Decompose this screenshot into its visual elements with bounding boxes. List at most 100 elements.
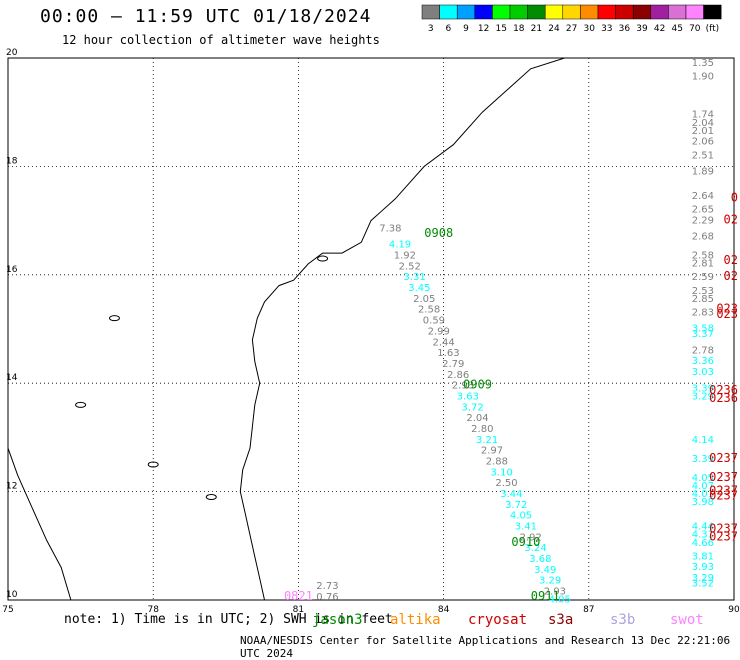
wave-height-value: 3.03 xyxy=(692,367,714,378)
color-swatch-label: 18 xyxy=(513,24,525,34)
orbit-label: 0821 xyxy=(284,589,313,603)
color-swatch-label: 45 xyxy=(671,24,682,34)
color-swatch-label: 6 xyxy=(446,24,452,34)
orbit-label-cryosat: 0237 xyxy=(709,489,738,503)
wave-height-value: 2.59 xyxy=(692,272,714,283)
island-outline xyxy=(108,315,120,322)
color-swatch-label: 24 xyxy=(548,24,560,34)
wave-height-value: 3.81 xyxy=(692,551,714,562)
island-outline xyxy=(205,494,217,501)
wave-height-value: 4.01 xyxy=(692,489,714,500)
orbit-label-cryosat: 0237 xyxy=(709,470,738,484)
wave-height-value: 3.29 xyxy=(692,391,714,402)
wave-height-value: 2.06 xyxy=(692,137,714,148)
color-swatch-label: 27 xyxy=(566,24,577,34)
wave-height-value: 2.04 xyxy=(692,118,714,129)
legend-item-cryosat: cryosat xyxy=(468,612,528,628)
wave-height-value: 2.52 xyxy=(399,261,421,272)
wave-height-value: 3.58 xyxy=(692,324,714,335)
color-swatch-label: 9 xyxy=(463,24,469,34)
color-swatch-label: 36 xyxy=(619,24,631,34)
wave-height-value: 2.99 xyxy=(428,326,450,337)
wave-height-value: 0.59 xyxy=(423,316,445,327)
color-swatch-label: 30 xyxy=(583,24,595,34)
wave-height-value: 4.07 xyxy=(692,481,714,492)
wave-height-value: 0.76 xyxy=(316,592,338,603)
color-swatch-label: 39 xyxy=(636,24,648,34)
lat-tick-label: 16 xyxy=(6,265,18,275)
orbit-label-cryosat: 02 xyxy=(724,212,738,226)
orbit-label-cryosat: 0237 xyxy=(709,451,738,465)
credit-line: NOAA/NESDIS Center for Satellite Applica… xyxy=(240,634,731,660)
orbit-label: 0908 xyxy=(424,226,453,240)
wave-height-value: 3.68 xyxy=(529,554,551,565)
wave-height-value: 2.65 xyxy=(692,204,714,215)
wave-height-value: 1.89 xyxy=(692,167,714,178)
wave-height-value: 3.45 xyxy=(408,283,430,294)
wave-height-value: 3.98 xyxy=(692,497,714,508)
wave-height-value: 2.50 xyxy=(495,478,517,489)
wave-height-value: 3.21 xyxy=(476,435,498,446)
orbit-label: 0911 xyxy=(531,589,560,603)
wave-height-value: 4.44 xyxy=(692,522,714,533)
wave-height-value: 3.37 xyxy=(692,329,714,340)
page-title: 00:00 – 11:59 UTC 01/18/2024 xyxy=(40,6,372,27)
color-swatch-label: 42 xyxy=(654,24,665,34)
wave-height-value: 3.44 xyxy=(500,489,522,500)
wave-height-value: 3.10 xyxy=(491,467,513,478)
wave-height-value: 2.85 xyxy=(692,294,714,305)
page-subtitle: 12 hour collection of altimeter wave hei… xyxy=(62,33,380,47)
wave-height-value: 4.05 xyxy=(549,595,571,606)
wave-height-value: 3.41 xyxy=(515,522,537,533)
orbit-label-cryosat: 0236 xyxy=(709,383,738,397)
color-swatch-label: 21 xyxy=(531,24,542,34)
lon-tick-label: 75 xyxy=(2,605,13,615)
color-swatch-label: 70 xyxy=(689,24,701,34)
wave-height-value: 3.93 xyxy=(692,562,714,573)
orbit-label-cryosat: 023 xyxy=(716,302,738,316)
wave-height-value: 2.83 xyxy=(692,307,714,318)
wave-height-value: 2.58 xyxy=(418,305,440,316)
wave-height-value: 2.68 xyxy=(692,232,714,243)
wave-height-value: 4.31 xyxy=(692,530,714,541)
wave-height-value: 2.73 xyxy=(316,581,338,592)
wave-height-value: 2.58 xyxy=(692,251,714,262)
color-scale-bar: 3 6 9 12 15 18 21 24 27 30 33 36 39 42 45 70 (ft) xyxy=(421,4,722,34)
legend-item-s3a: s3a xyxy=(548,612,574,628)
wave-height-value: 4.66 xyxy=(692,538,714,549)
wave-height-value: 2.53 xyxy=(692,286,714,297)
orbit-label: 0910 xyxy=(511,535,540,549)
wave-height-value: 2.44 xyxy=(432,337,454,348)
wave-height-value: 7.38 xyxy=(379,223,401,234)
color-swatch-label: 15 xyxy=(495,24,506,34)
wave-height-value: 3.39 xyxy=(692,383,714,394)
orbit-label: 0909 xyxy=(463,378,492,392)
wave-height-value: 4.14 xyxy=(692,435,714,446)
island-outline xyxy=(317,255,329,262)
lat-tick-label: 10 xyxy=(6,590,18,600)
legend-item-s3b: s3b xyxy=(610,612,636,628)
color-swatch-label: 3 xyxy=(428,24,434,34)
orbit-label-cryosat: 0237 xyxy=(709,529,738,543)
orbit-label-cryosat: 02 xyxy=(724,253,738,267)
legend-item-swot: swot xyxy=(670,612,704,628)
wave-height-value: 1.35 xyxy=(692,58,714,69)
wave-height-value: 2.88 xyxy=(486,457,508,468)
wave-height-value: 3.72 xyxy=(505,500,527,511)
wave-height-value: 2.92 xyxy=(520,532,542,543)
legend-item-jason3: jason3 xyxy=(312,612,363,628)
wave-height-value: 2.93 xyxy=(544,587,566,598)
wave-height-value: 2.78 xyxy=(692,345,714,356)
wave-height-value: 3.39 xyxy=(692,454,714,465)
wave-height-value: 4.05 xyxy=(510,511,532,522)
east-coastline xyxy=(239,57,589,601)
wave-height-value: 2.79 xyxy=(442,359,464,370)
lat-tick-label: 20 xyxy=(6,48,18,58)
wave-height-value: 3.29 xyxy=(692,573,714,584)
island-outline xyxy=(75,401,87,408)
color-swatch-label: 12 xyxy=(478,24,489,34)
wave-height-value: 2.29 xyxy=(692,215,714,226)
wave-height-value: 2.80 xyxy=(471,424,493,435)
